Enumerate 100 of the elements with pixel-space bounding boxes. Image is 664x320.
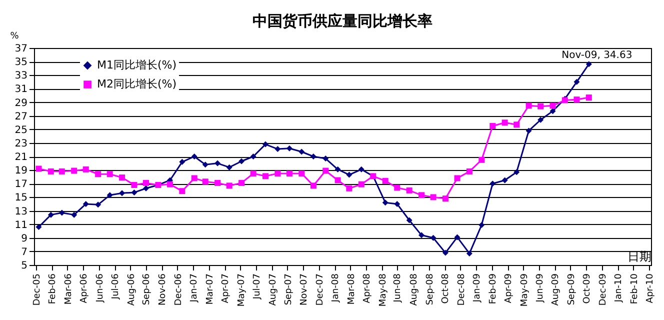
y-axis-title: % [10,32,20,42]
x-tick-label: Feb-06 [48,273,58,304]
y-tick-label: 17 [14,179,28,190]
x-tick-label: Jan-07 [190,274,200,304]
x-tick-label: May-08 [378,273,388,307]
x-tick-label: Mar-06 [64,273,74,305]
point [95,202,102,208]
x-tick-label: Jan-09 [472,273,483,304]
x-tick-label: Mar-08 [346,273,357,305]
y-tick-label: 21 [14,152,28,163]
point [143,185,150,192]
point [490,180,496,187]
point [442,250,448,256]
point [454,175,460,182]
x-tick-label: Nov-07 [300,274,310,306]
point [106,171,113,178]
x-tick-label: Jul-06 [111,273,122,300]
point [238,180,244,186]
point [526,128,532,134]
y-tick-label: 37 [14,44,28,54]
point [226,164,232,170]
point [574,78,580,85]
annotation: Nov-09, 34.63 [562,50,632,62]
point [82,200,89,207]
x-tick-label: Jan-08 [331,273,342,304]
point [478,156,485,163]
point [538,116,544,123]
y-tick-label: 5 [21,260,28,272]
x-tick-label: May-09 [520,273,530,307]
point [430,234,436,241]
point [250,154,256,160]
point [466,250,472,256]
point [71,168,78,174]
point [406,187,412,194]
point [346,185,352,192]
point [538,103,544,110]
point [406,217,412,224]
x-tick-label: Dec-08 [456,273,467,306]
x-tick-label: Aug-07 [268,274,278,306]
point [334,177,341,184]
legend-label: M1同比增长(%) [97,58,177,72]
point [502,120,508,126]
point [131,189,138,196]
point [394,200,400,207]
x-tick-label: May-07 [236,274,247,307]
point [358,181,364,188]
point [490,122,496,129]
x-tick-label: Sep-07 [284,274,294,306]
point [586,94,592,101]
point [346,172,352,178]
x-tick-label: Jul-07 [252,274,263,300]
point [202,162,208,168]
point [514,169,520,176]
x-tick-label: Aug-06 [126,273,137,306]
x-tick-label: Feb-10 [630,273,640,304]
y-tick-label: 15 [14,192,28,204]
point [454,234,460,240]
point [95,171,102,178]
point [418,232,424,238]
point [514,122,520,128]
point [179,158,186,165]
x-tick-label: Apr-08 [362,273,373,304]
point [310,182,316,189]
x-tick-label: Sep-09 [566,273,577,306]
y-tick-label: 31 [14,84,28,96]
x-tick-label: Apr-07 [221,274,232,304]
x-tick-label: Apr-09 [504,273,514,304]
point [586,61,592,68]
chart-title: 中国货币供应量同比增长率 [252,12,432,30]
point [334,166,341,172]
point [322,156,329,162]
point [238,158,244,164]
point [274,170,281,176]
x-tick-label: Dec-05 [32,274,42,306]
point [286,170,292,176]
point [286,145,292,152]
point [466,168,472,174]
point [58,210,65,216]
point [214,160,221,166]
point [382,200,388,206]
y-tick-label: 35 [14,57,28,68]
point [71,212,78,218]
x-tick-label: Dec-07 [315,274,326,306]
x-tick-label: Jan-10 [614,273,624,304]
point [382,178,388,184]
point [274,146,281,152]
x-tick-label: Sep-06 [142,273,152,306]
x-tick-label: Feb-09 [488,273,498,304]
point [166,181,173,188]
point [310,154,316,160]
y-tick-label: 11 [14,220,28,231]
point [322,168,329,174]
y-tick-label: 7 [21,246,28,258]
y-tick-label: 29 [14,98,28,109]
point [262,173,268,180]
point [119,174,126,181]
x-tick-label: Apr-06 [80,273,90,304]
point [36,224,42,230]
point [82,166,89,172]
point [358,166,364,172]
